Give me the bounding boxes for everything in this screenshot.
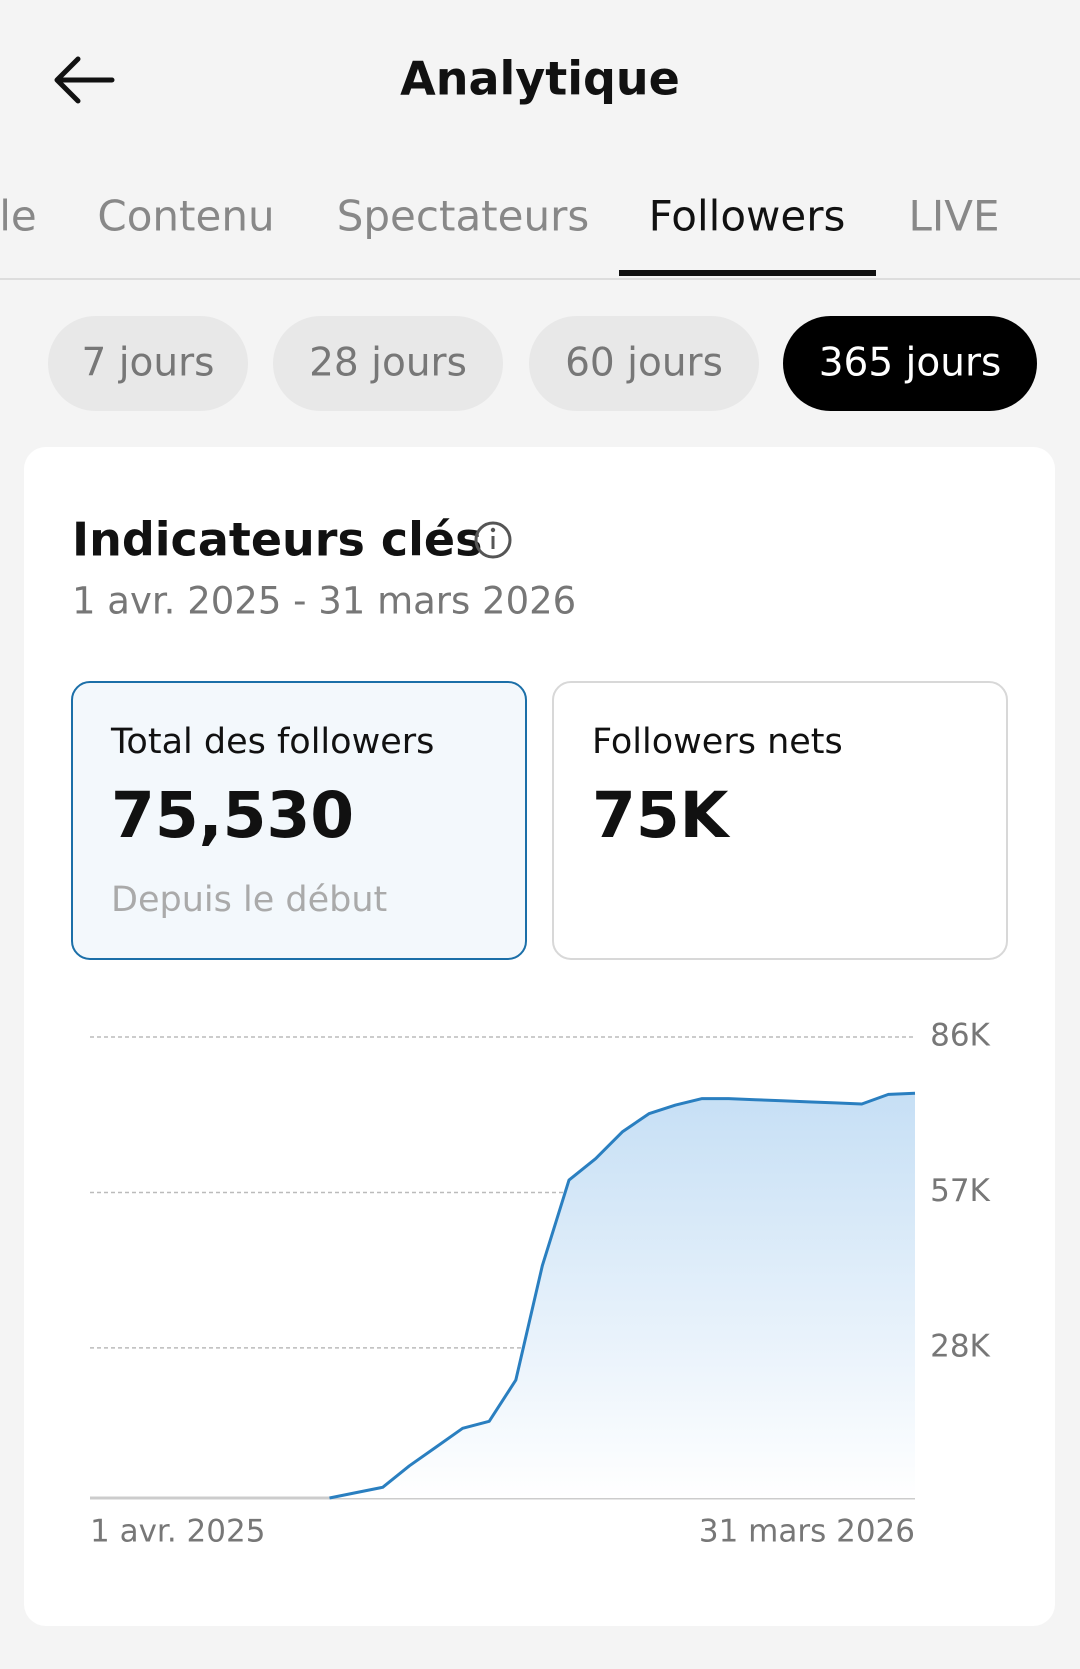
metric-label: Followers nets bbox=[592, 722, 843, 762]
period-pill[interactable] bbox=[273, 316, 503, 411]
metric-note: Depuis le début bbox=[111, 880, 387, 920]
period-label[interactable]: 28 jours bbox=[309, 341, 467, 386]
x-tick-label: 1 avr. 2025 bbox=[90, 1514, 265, 1550]
tab[interactable]: Followers bbox=[649, 192, 846, 241]
area-fill bbox=[329, 1093, 915, 1498]
metric-value: 75,530 bbox=[111, 779, 354, 852]
metric-card[interactable] bbox=[552, 681, 1008, 960]
y-tick-label: 86K bbox=[930, 1018, 990, 1054]
info-icon[interactable] bbox=[474, 521, 512, 559]
tab[interactable]: Contenu bbox=[97, 192, 274, 241]
back-button[interactable] bbox=[54, 56, 115, 104]
y-tick-label: 28K bbox=[930, 1328, 990, 1364]
y-tick-label: 57K bbox=[930, 1173, 990, 1209]
line bbox=[329, 1091, 916, 1500]
period-label[interactable]: 60 jours bbox=[565, 341, 723, 386]
period-label[interactable]: 365 jours bbox=[819, 341, 1002, 386]
tab-underline bbox=[619, 270, 876, 276]
period-pill[interactable] bbox=[783, 316, 1037, 411]
metric-card[interactable] bbox=[71, 681, 527, 960]
metric-label: Total des followers bbox=[110, 722, 434, 762]
info-circle[interactable] bbox=[474, 521, 512, 559]
x-tick-label: 31 mars 2026 bbox=[699, 1514, 915, 1550]
period-pill[interactable] bbox=[529, 316, 759, 411]
metric-value: 75K bbox=[592, 779, 731, 852]
info-dot[interactable] bbox=[490, 527, 496, 533]
page-title: Analytique bbox=[400, 52, 680, 106]
date-range: 1 avr. 2025 - 31 mars 2026 bbox=[72, 580, 576, 623]
card-title: Indicateurs clés bbox=[72, 513, 483, 567]
period-pill[interactable] bbox=[48, 316, 248, 411]
tab[interactable]: LIVE bbox=[908, 192, 999, 241]
tab[interactable]: le bbox=[0, 192, 37, 241]
period-label[interactable]: 7 jours bbox=[82, 341, 215, 386]
back-arrow[interactable] bbox=[54, 56, 115, 104]
tab[interactable]: Spectateurs bbox=[337, 192, 590, 241]
